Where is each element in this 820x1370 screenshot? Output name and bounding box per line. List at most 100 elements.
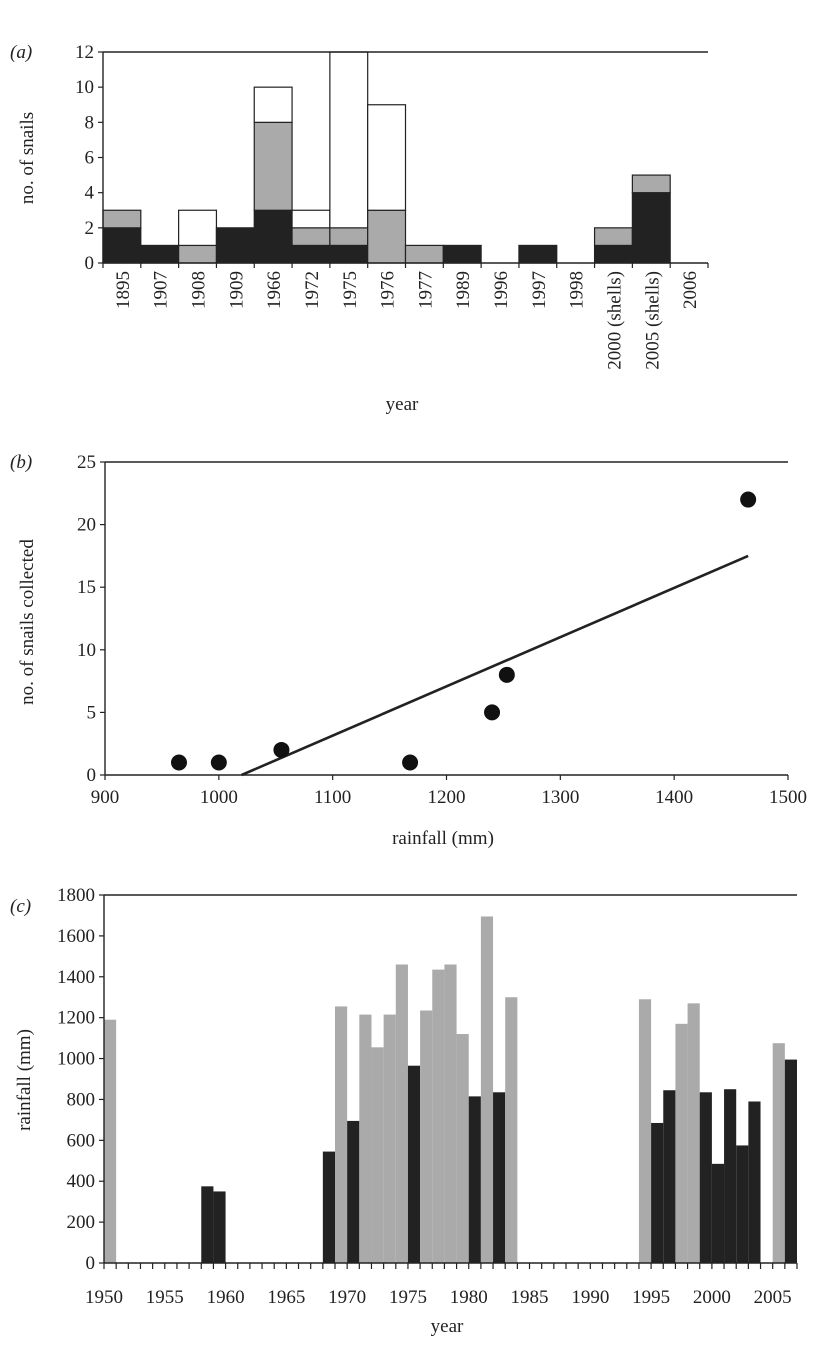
bar-2003 <box>748 1101 761 1263</box>
y-tick-label: 12 <box>75 42 94 63</box>
x-tick-label: 1950 <box>85 1287 123 1308</box>
panel-c-axes <box>103 894 797 1264</box>
bar-black-4 <box>253 209 293 264</box>
y-tick-label: 25 <box>77 452 96 473</box>
bar-1958 <box>201 1186 214 1263</box>
x-tick-label: 1975 <box>389 1287 427 1308</box>
y-tick-label: 10 <box>77 640 96 661</box>
bar-grey-0 <box>102 209 142 229</box>
y-tick-label: 15 <box>77 577 96 598</box>
bar-1969 <box>335 1006 348 1263</box>
y-tick-label: 6 <box>85 148 95 169</box>
bar-1968 <box>322 1151 335 1263</box>
panel-a-label: (a) <box>10 42 32 63</box>
bar-black-11 <box>518 244 558 264</box>
y-tick-label: 0 <box>85 253 95 274</box>
panel-c-y-ticks: 0 200 400 600 800 1000 1200 1400 1600 1800 <box>57 885 104 1274</box>
bar-1970 <box>347 1120 360 1263</box>
data-point-5 <box>498 666 515 683</box>
bar-grey-6 <box>329 227 369 247</box>
bar-1981 <box>480 916 494 1263</box>
x-tick-label: 2000 <box>693 1287 731 1308</box>
y-tick-label: 1200 <box>57 1008 95 1029</box>
y-tick-label: 400 <box>67 1171 96 1192</box>
bar-1983 <box>505 997 518 1263</box>
x-tick-label: 1975 <box>340 271 361 309</box>
x-tick-label: 2005 <box>754 1287 792 1308</box>
panel-b-fit-line-group <box>241 554 749 777</box>
bar-grey-5 <box>291 227 331 247</box>
panel-a-bars <box>102 51 671 264</box>
bar-black-14 <box>631 192 671 264</box>
x-tick-label: 1996 <box>491 271 512 309</box>
x-tick-label: 2000 (shells) <box>604 271 625 370</box>
x-tick-label: 1972 <box>302 271 323 309</box>
x-tick-label: 1990 <box>571 1287 609 1308</box>
bar-1995 <box>651 1122 664 1263</box>
y-tick-label: 2 <box>85 218 95 239</box>
x-tick-label: 1998 <box>567 271 588 309</box>
y-tick-label: 600 <box>67 1130 96 1151</box>
panel-a-y-ticks: 0 2 4 6 8 10 12 <box>75 42 103 274</box>
bar-1974 <box>395 964 408 1263</box>
bar-1997 <box>675 1023 688 1263</box>
bar-grey-4 <box>253 121 293 211</box>
bar-2005 <box>772 1043 785 1263</box>
bar-2001 <box>724 1089 737 1263</box>
bar-black-1 <box>140 244 180 264</box>
bar-1980 <box>468 1096 481 1263</box>
x-tick-label: 1300 <box>541 787 579 808</box>
x-tick-label: 2006 <box>680 271 701 309</box>
y-tick-label: 0 <box>86 1253 96 1274</box>
data-point-1 <box>210 754 227 771</box>
x-tick-label: 1200 <box>428 787 466 808</box>
bar-white-4 <box>253 86 293 123</box>
panel-b: (b) no. of snails collected rainfall (mm… <box>10 452 807 849</box>
panel-a-x-ticks: 1895 1907 1908 1909 1966 1972 1975 1976 1977 1989… <box>102 263 709 370</box>
bar-grey-2 <box>178 244 218 264</box>
bar-1976 <box>420 1010 433 1263</box>
bar-1996 <box>663 1090 676 1263</box>
bar-1950 <box>104 1019 117 1263</box>
x-tick-label: 1997 <box>529 271 550 309</box>
y-tick-label: 0 <box>87 765 97 786</box>
panel-b-x-ticks: 900 1000 1100 1200 1300 1400 1500 <box>91 775 807 808</box>
y-tick-label: 20 <box>77 515 96 536</box>
bar-1959 <box>213 1191 226 1263</box>
y-tick-label: 4 <box>85 183 95 204</box>
y-tick-label: 1000 <box>57 1049 95 1070</box>
x-tick-label: 2005 (shells) <box>642 271 663 370</box>
bar-black-0 <box>102 227 142 264</box>
panel-b-y-axis-label: no. of snails collected <box>17 539 38 705</box>
bar-grey-13 <box>593 227 633 247</box>
panel-a-x-axis-label: year <box>386 394 419 415</box>
x-tick-label: 1907 <box>151 271 172 309</box>
y-tick-label: 1400 <box>57 967 95 988</box>
bar-grey-14 <box>631 174 671 194</box>
x-tick-label: 1985 <box>511 1287 549 1308</box>
x-tick-label: 1500 <box>769 787 807 808</box>
x-tick-label: 1960 <box>207 1287 245 1308</box>
bar-1971 <box>359 1014 372 1263</box>
bar-2006 <box>784 1059 797 1263</box>
bar-2000 <box>711 1163 725 1263</box>
bar-white-7 <box>367 104 407 211</box>
y-tick-label: 1800 <box>57 885 95 906</box>
y-tick-label: 5 <box>87 702 97 723</box>
x-tick-label: 1970 <box>328 1287 366 1308</box>
bar-grey-7 <box>367 209 407 264</box>
panel-a-y-axis-label: no. of snails <box>17 112 38 204</box>
data-point-3 <box>402 754 419 771</box>
bar-1999 <box>699 1092 712 1263</box>
x-tick-label: 1955 <box>146 1287 184 1308</box>
x-tick-label: 1000 <box>200 787 238 808</box>
data-point-4 <box>484 704 501 721</box>
x-tick-label: 900 <box>91 787 120 808</box>
panel-c-x-axis-label: year <box>431 1316 464 1337</box>
bar-1977 <box>432 969 445 1263</box>
y-tick-label: 800 <box>67 1089 96 1110</box>
panel-c-bars <box>104 916 797 1263</box>
x-tick-label: 1400 <box>655 787 693 808</box>
bar-black-6 <box>329 244 369 264</box>
bar-black-13 <box>593 244 633 264</box>
